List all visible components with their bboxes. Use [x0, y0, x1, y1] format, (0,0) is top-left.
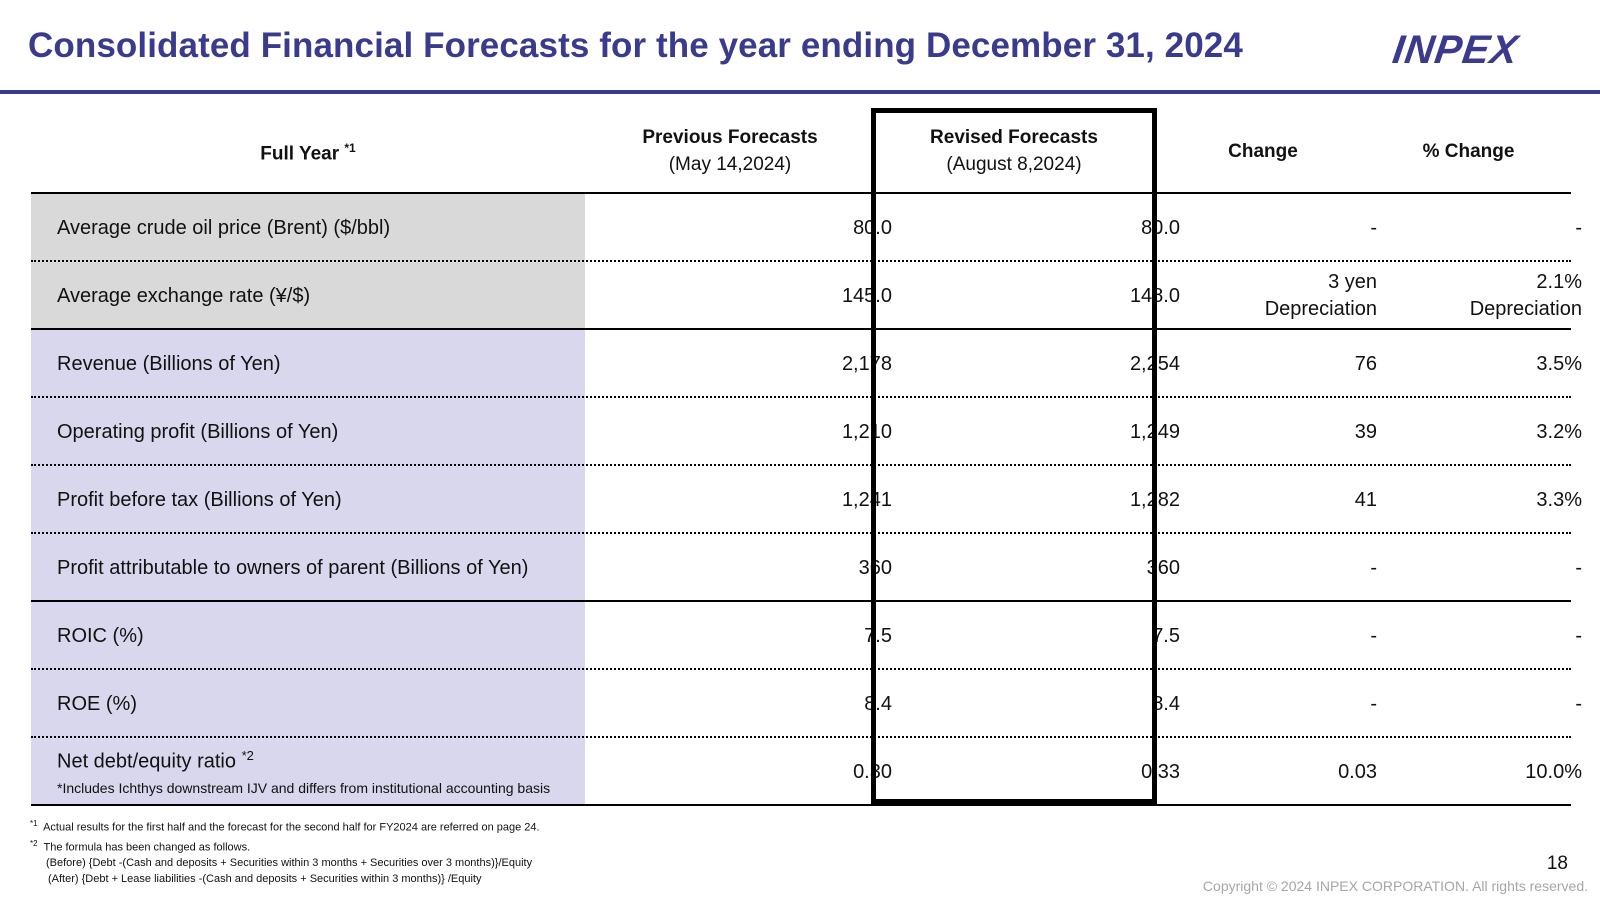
- table-row-net-debt-equity: Net debt/equity ratio *2 *Includes Ichth…: [31, 738, 1582, 806]
- row-label: Operating profit (Billions of Yen): [57, 420, 339, 443]
- footnotes: *1 Actual results for the first half and…: [30, 816, 540, 887]
- header-revised-line2: (August 8,2024): [946, 154, 1082, 175]
- footnote-mark-2: *2: [30, 838, 38, 848]
- footnote-1: Actual results for the first half and th…: [43, 821, 540, 834]
- prev-value: 1,210: [841, 420, 892, 443]
- change-value-note: Depreciation: [1264, 298, 1377, 320]
- row-divider: [31, 260, 1571, 262]
- change-value: -: [1370, 624, 1377, 647]
- row-divider: [31, 600, 1571, 602]
- footnote-ref-2: *2: [241, 748, 254, 764]
- row-divider: [31, 396, 1571, 398]
- row-divider: [31, 328, 1571, 330]
- row-divider: [31, 532, 1571, 534]
- pct-change-value: 3.5%: [1536, 352, 1582, 375]
- pct-change-value: 3.3%: [1536, 488, 1582, 511]
- prev-value: 2,178: [841, 352, 892, 375]
- change-value: 0.03: [1338, 760, 1377, 783]
- table-row-crude-oil: Average crude oil price (Brent) ($/bbl) …: [31, 194, 1582, 262]
- table-row-revenue: Revenue (Billions of Yen) 2,178 2,254 76…: [31, 330, 1582, 398]
- pct-change-value: -: [1575, 556, 1582, 579]
- title-underline: [0, 90, 1600, 94]
- footnote-2-before: (Before) {Debt -(Cash and deposits + Sec…: [46, 857, 533, 870]
- header-previous-forecasts: Previous Forecasts (May 14,2024): [585, 110, 875, 192]
- pct-change-note: Depreciation: [1469, 298, 1582, 320]
- revised-value: 7.5: [1152, 624, 1180, 647]
- footnote-2: The formula has been changed as follows.: [43, 841, 251, 854]
- row-label: ROIC (%): [57, 624, 144, 647]
- change-value: -: [1370, 216, 1377, 239]
- header-pct-change-label: % Change: [1422, 140, 1515, 162]
- change-value: -: [1370, 692, 1377, 715]
- header-revised-line1: Revised Forecasts: [930, 127, 1098, 148]
- row-label: Profit before tax (Billions of Yen): [57, 488, 342, 511]
- row-label: Revenue (Billions of Yen): [57, 352, 281, 375]
- footnote-ref-1: *1: [344, 140, 356, 155]
- table-row-exchange-rate: Average exchange rate (¥/$) 145.0 148.0 …: [31, 262, 1582, 330]
- row-divider: [31, 804, 1571, 806]
- row-label: Average exchange rate (¥/$): [57, 284, 311, 307]
- revised-value: 80.0: [1141, 216, 1180, 239]
- header-pct-change: % Change: [1366, 110, 1571, 192]
- table-row-operating-profit: Operating profit (Billions of Yen) 1,210…: [31, 398, 1582, 466]
- pct-change-value: 3.2%: [1536, 420, 1582, 443]
- row-label-note: *Includes Ichthys downstream IJV and dif…: [57, 779, 551, 796]
- header-change: Change: [1160, 110, 1366, 192]
- prev-value: 1,241: [841, 488, 892, 511]
- row-label: Average crude oil price (Brent) ($/bbl): [57, 216, 391, 239]
- change-value: -: [1370, 556, 1377, 579]
- header-previous-line2: (May 14,2024): [668, 154, 792, 175]
- revised-value: 0.33: [1141, 760, 1180, 783]
- footnote-2-after: (After) {Debt + Lease liabilities -(Cash…: [48, 873, 482, 886]
- revised-value: 8.4: [1152, 692, 1180, 715]
- page-title: Consolidated Financial Forecasts for the…: [28, 26, 1243, 65]
- change-value: 3 yen: [1328, 271, 1377, 293]
- row-label: Profit attributable to owners of parent …: [57, 556, 529, 579]
- change-value: 41: [1354, 488, 1377, 511]
- inpex-logo: INPEX: [1389, 28, 1522, 72]
- header-full-year-label: Full Year: [260, 143, 340, 165]
- row-divider: [31, 736, 1571, 738]
- table-row-roe: ROE (%) 8.4 8.4 - -: [31, 670, 1582, 738]
- change-value: 39: [1354, 420, 1377, 443]
- revised-column-highlight: [871, 108, 1157, 804]
- table-row-profit-before-tax: Profit before tax (Billions of Yen) 1,24…: [31, 466, 1582, 534]
- header-revised-forecasts: Revised Forecasts (August 8,2024): [871, 110, 1157, 192]
- header-change-label: Change: [1228, 140, 1298, 162]
- copyright-notice: Copyright © 2024 INPEX CORPORATION. All …: [1202, 878, 1588, 894]
- prev-value: 145.0: [841, 284, 892, 307]
- row-label: Net debt/equity ratio: [57, 750, 236, 773]
- pct-change-value: -: [1575, 216, 1582, 239]
- pct-change-value: 10.0%: [1525, 760, 1582, 783]
- row-divider: [31, 668, 1571, 670]
- pct-change-value: 2.1%: [1536, 271, 1582, 293]
- row-divider: [31, 464, 1571, 466]
- pct-change-value: -: [1575, 624, 1582, 647]
- pct-change-value: -: [1575, 692, 1582, 715]
- change-value: 76: [1354, 352, 1377, 375]
- header-previous-line1: Previous Forecasts: [642, 127, 818, 148]
- table-row-roic: ROIC (%) 7.5 7.5 - -: [31, 602, 1582, 670]
- footnote-mark-1: *1: [30, 819, 38, 828]
- header-divider: [31, 192, 1571, 194]
- page-number: 18: [1546, 853, 1568, 874]
- header-full-year: Full Year *1: [31, 110, 585, 192]
- table-row-profit-attributable: Profit attributable to owners of parent …: [31, 534, 1582, 602]
- row-label: ROE (%): [57, 692, 137, 715]
